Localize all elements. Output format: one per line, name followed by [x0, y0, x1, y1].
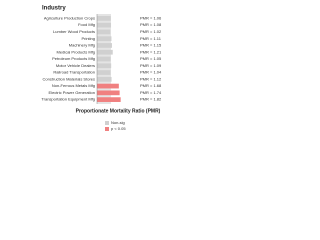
category-label: Construction Materials Stores: [43, 76, 95, 81]
bar: [97, 70, 111, 75]
category-label: Machinery Mfg: [69, 43, 95, 48]
chart: Industry Proportionate Mortality Ratio (…: [41, 6, 162, 131]
value-label: PMR = 1.06: [140, 15, 162, 20]
value-label: PMR = 1.21: [140, 49, 162, 54]
category-label: Electric Power Generation: [49, 90, 95, 95]
bar: [97, 56, 111, 62]
value-label: PMR = 1.08: [140, 22, 162, 27]
bar: [97, 43, 112, 48]
value-label: PMR = 1.11: [140, 36, 162, 41]
value-label: PMR = 1.05: [140, 56, 162, 61]
bar: [97, 63, 112, 69]
bar: [97, 97, 121, 102]
value-label: PMR = 1.82: [140, 97, 162, 102]
bar: [97, 29, 111, 35]
category-label: Petroleum Products Mfg: [52, 56, 95, 61]
value-label: PMR = 1.15: [140, 43, 162, 48]
bar: [97, 36, 112, 42]
value-label: PMR = 1.68: [140, 83, 162, 88]
category-label: Motor Vehicle Dealers: [56, 63, 95, 68]
category-label: Agriculture Production Crops: [44, 15, 95, 20]
category-label: Printing: [81, 36, 95, 41]
legend-label: Non-sig: [111, 120, 125, 125]
legend-label: p < 0.05: [111, 126, 126, 131]
bar: [97, 90, 120, 96]
value-label: PMR = 1.74: [140, 90, 162, 95]
bar: [97, 76, 112, 82]
bar: [97, 83, 119, 89]
value-label: PMR = 1.02: [140, 29, 162, 34]
value-label: PMR = 1.12: [140, 76, 162, 81]
bar: [97, 22, 112, 28]
category-label: Medical Products Mfg: [57, 49, 95, 54]
category-label: Lumber Wood Products: [53, 29, 95, 34]
category-label: Non-Ferrous Metals Mfg: [52, 83, 95, 88]
bar: [97, 16, 111, 21]
category-label: Transportation Equipment Mfg: [41, 97, 95, 102]
bar: [97, 49, 113, 55]
legend-swatch: [105, 121, 109, 125]
value-label: PMR = 1.09: [140, 63, 162, 68]
chart-title: Industry: [42, 6, 66, 12]
value-label: PMR = 1.04: [140, 70, 162, 75]
legend-swatch: [105, 127, 109, 131]
x-axis-label: Proportionate Mortality Ratio (PMR): [76, 108, 161, 114]
category-label: Railroad Transportation: [53, 70, 95, 75]
category-label: Food Mfg: [78, 22, 95, 27]
